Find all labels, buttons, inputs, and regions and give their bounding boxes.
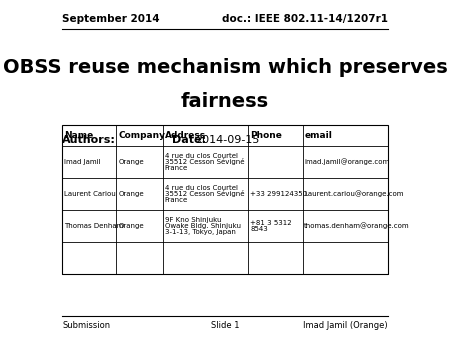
Text: Laurent.cariou@orange.com: Laurent.cariou@orange.com — [304, 191, 404, 197]
Text: Laurent Cariou: Laurent Cariou — [64, 191, 116, 197]
Text: Date:: Date: — [172, 135, 206, 145]
Text: France: France — [165, 197, 188, 203]
Text: September 2014: September 2014 — [62, 14, 160, 24]
Text: 2014-09-15: 2014-09-15 — [195, 135, 259, 145]
Text: thomas.denham@orange.com: thomas.denham@orange.com — [304, 222, 410, 229]
Text: Phone: Phone — [250, 131, 282, 140]
Text: 4 rue du clos Courtel: 4 rue du clos Courtel — [165, 153, 238, 159]
Text: Company: Company — [118, 131, 165, 140]
Bar — [62, 125, 388, 274]
Text: Orange: Orange — [118, 159, 144, 165]
Text: Authors:: Authors: — [62, 135, 116, 145]
Text: imad.jamil@orange.com: imad.jamil@orange.com — [304, 159, 390, 165]
Text: doc.: IEEE 802.11-14/1207r1: doc.: IEEE 802.11-14/1207r1 — [222, 14, 388, 24]
Text: Submission: Submission — [62, 321, 110, 330]
Text: 9F Kno Shinjuku: 9F Kno Shinjuku — [165, 217, 221, 223]
Text: France: France — [165, 165, 188, 171]
Text: 3-1-13, Tokyo, Japan: 3-1-13, Tokyo, Japan — [165, 229, 236, 235]
Text: Address: Address — [165, 131, 206, 140]
Text: Imad Jamil (Orange): Imad Jamil (Orange) — [303, 321, 388, 330]
Text: email: email — [304, 131, 332, 140]
Text: Name: Name — [64, 131, 93, 140]
Text: Imad Jamil: Imad Jamil — [64, 159, 100, 165]
Text: Orange: Orange — [118, 223, 144, 229]
Text: Slide 1: Slide 1 — [211, 321, 239, 330]
Text: Owake Bldg. Shinjuku: Owake Bldg. Shinjuku — [165, 223, 241, 229]
Text: Orange: Orange — [118, 191, 144, 197]
Text: 8543: 8543 — [250, 226, 268, 232]
Text: 35512 Cesson Sévigné: 35512 Cesson Sévigné — [165, 190, 244, 197]
Text: Thomas Denham: Thomas Denham — [64, 223, 123, 229]
Text: OBSS reuse mechanism which preserves: OBSS reuse mechanism which preserves — [3, 58, 447, 77]
Text: 35512 Cesson Sévigné: 35512 Cesson Sévigné — [165, 159, 244, 165]
Text: fairness: fairness — [181, 92, 269, 111]
Text: +33 299124350: +33 299124350 — [250, 191, 307, 197]
Text: +81 3 5312: +81 3 5312 — [250, 220, 292, 226]
Text: 4 rue du clos Courtel: 4 rue du clos Courtel — [165, 185, 238, 191]
